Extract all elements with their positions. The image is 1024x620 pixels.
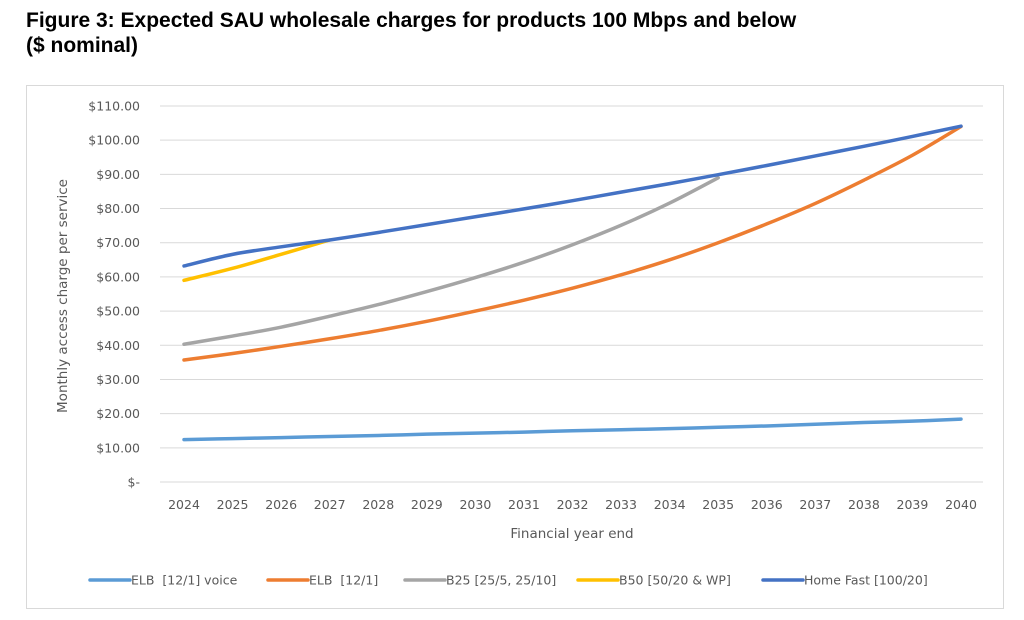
legend-item: ELB [12/1] voice [88, 573, 238, 588]
y-tick-label: $40.00 [96, 338, 140, 353]
series-line-b50-50-20-wp [182, 238, 332, 283]
x-tick-label: 2035 [702, 497, 734, 512]
x-tick-label: 2027 [314, 497, 346, 512]
gridlines [160, 105, 983, 483]
x-axis-ticks: 2024 2025 2026 2027 2028 2029 2030 2031 2032 2033… [168, 497, 977, 512]
x-tick-label: 2029 [411, 497, 443, 512]
y-tick-label: $20.00 [96, 406, 140, 421]
series-line-home-fast-100-20 [182, 124, 963, 268]
x-tick-label: 2025 [217, 497, 249, 512]
y-axis-title: Monthly access charge per service [55, 179, 71, 413]
x-tick-label: 2037 [799, 497, 831, 512]
legend-item: B25 [25/5, 25/10] [403, 573, 556, 588]
y-tick-label: $80.00 [96, 201, 140, 216]
y-tick-label: $70.00 [96, 235, 140, 250]
x-tick-label: 2032 [557, 497, 589, 512]
y-tick-label: $- [128, 475, 140, 490]
series-line-b25-25-5-25-10 [182, 176, 720, 346]
x-tick-label: 2033 [605, 497, 637, 512]
x-tick-label: 2034 [654, 497, 686, 512]
legend-item: B50 [50/20 & WP] [576, 573, 731, 588]
y-axis-ticks: $- $10.00 $20.00 $30.00 $40.00 $50.00 $60.00 $7… [88, 99, 140, 490]
x-tick-label: 2030 [459, 497, 491, 512]
y-tick-label: $10.00 [96, 440, 140, 455]
legend: ELB [12/1] voice ELB [12/1] B25 [25/5, 25/… [88, 573, 928, 588]
figure-title-line-2: ($ nominal) [26, 34, 139, 57]
series-line-elb-12-1-voice [182, 417, 963, 442]
series-lines [182, 124, 963, 442]
x-tick-label: 2036 [751, 497, 783, 512]
x-axis-title: Financial year end [510, 526, 633, 542]
y-tick-label: $30.00 [96, 372, 140, 387]
legend-label: Home Fast [100/20] [804, 573, 928, 588]
legend-item: Home Fast [100/20] [761, 573, 928, 588]
legend-item: ELB [12/1] [266, 573, 378, 588]
x-tick-label: 2028 [362, 497, 394, 512]
legend-label: ELB [12/1] [309, 573, 378, 588]
x-tick-label: 2031 [508, 497, 540, 512]
y-tick-label: $110.00 [88, 99, 140, 114]
legend-label: ELB [12/1] voice [131, 573, 238, 588]
figure-title: Figure 3: Expected SAU wholesale charges… [26, 8, 1006, 58]
y-tick-label: $90.00 [96, 167, 140, 182]
x-tick-label: 2024 [168, 497, 200, 512]
x-tick-label: 2040 [945, 497, 977, 512]
x-tick-label: 2039 [897, 497, 929, 512]
figure-title-line-1: Figure 3: Expected SAU wholesale charges… [26, 9, 797, 32]
x-tick-label: 2026 [265, 497, 297, 512]
legend-label: B50 [50/20 & WP] [619, 573, 731, 588]
y-tick-label: $100.00 [88, 133, 140, 148]
chart-area [26, 85, 1004, 609]
series-line-elb-12-1 [182, 124, 963, 362]
y-tick-label: $50.00 [96, 304, 140, 319]
legend-label: B25 [25/5, 25/10] [446, 573, 556, 588]
x-tick-label: 2038 [848, 497, 880, 512]
y-tick-label: $60.00 [96, 269, 140, 284]
